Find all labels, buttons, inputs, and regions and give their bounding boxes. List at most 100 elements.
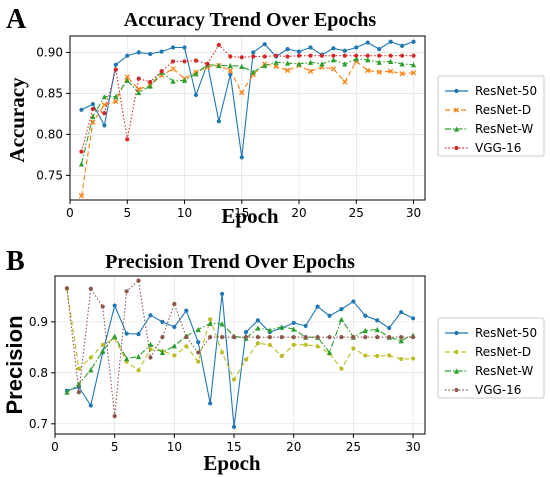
accuracy-x-tick-label: 10	[177, 206, 192, 220]
accuracy-data-point	[273, 59, 279, 65]
precision-data-point	[375, 318, 380, 323]
precision-data-point	[315, 304, 320, 309]
accuracy-data-point	[410, 70, 417, 76]
accuracy-data-point	[399, 71, 405, 77]
accuracy-data-point	[193, 58, 199, 63]
accuracy-data-point	[308, 53, 313, 58]
precision-data-point	[291, 326, 297, 332]
accuracy-data-point	[262, 54, 267, 59]
precision-x-tick-label: 25	[346, 440, 361, 454]
precision-data-point	[351, 299, 356, 304]
precision-data-point	[88, 355, 93, 360]
precision-data-point	[303, 323, 308, 329]
accuracy-data-point	[90, 113, 96, 119]
precision-data-point	[279, 353, 284, 359]
accuracy-x-tick-label: 15	[234, 206, 249, 220]
panel-letter-b: B	[6, 246, 25, 277]
accuracy-data-point	[251, 50, 256, 55]
panel-a-accuracy-chart: A Accuracy Trend Over Epochs 0 5 10 15 20 25 3…	[5, 4, 545, 228]
accuracy-data-point	[79, 107, 84, 112]
precision-data-point	[112, 333, 118, 339]
accuracy-data-point	[125, 137, 130, 142]
precision-x-tick-label: 15	[226, 440, 241, 454]
precision-data-point	[267, 327, 273, 333]
precision-data-point	[219, 321, 225, 327]
precision-data-point	[387, 353, 392, 358]
accuracy-data-point	[125, 53, 130, 58]
accuracy-data-point	[136, 76, 141, 81]
accuracy-data-point	[239, 155, 244, 160]
accuracy-data-point	[296, 61, 302, 67]
precision-data-point	[219, 291, 225, 296]
precision-legend-label: VGG-16	[475, 383, 521, 397]
accuracy-data-point	[330, 57, 336, 63]
accuracy-data-point	[331, 46, 336, 51]
precision-data-point	[124, 331, 129, 336]
precision-data-point	[171, 343, 177, 349]
precision-data-point	[363, 313, 368, 318]
precision-data-point	[160, 319, 165, 324]
accuracy-data-point	[411, 53, 416, 58]
accuracy-data-point	[239, 55, 244, 60]
accuracy-data-point	[239, 89, 245, 96]
accuracy-data-point	[251, 54, 256, 59]
precision-data-point	[399, 335, 404, 340]
accuracy-series-line	[80, 60, 414, 196]
precision-legend-item: ResNet-D	[445, 345, 531, 359]
accuracy-x-tick-label: 20	[291, 206, 306, 220]
precision-x-tick-label: 10	[167, 440, 182, 454]
accuracy-data-point	[113, 94, 119, 100]
precision-data-point	[196, 350, 201, 355]
precision-data-point	[410, 356, 416, 361]
accuracy-data-point	[250, 69, 256, 75]
precision-data-point	[326, 349, 333, 356]
precision-legend: ResNet-50 ResNet-D ResNet-W VGG-16	[437, 317, 545, 399]
precision-data-point	[195, 326, 201, 333]
accuracy-data-point	[285, 54, 290, 59]
precision-data-point	[64, 286, 70, 291]
precision-data-point	[184, 335, 189, 340]
precision-y-tick-label: 0.9	[29, 315, 48, 329]
precision-series-line	[66, 288, 414, 381]
precision-plot-frame	[54, 275, 426, 435]
accuracy-data-point	[387, 68, 394, 74]
precision-data-point	[88, 367, 94, 373]
accuracy-data-point	[227, 67, 233, 74]
accuracy-data-point	[182, 59, 187, 64]
precision-series-resnet-50	[64, 291, 416, 429]
accuracy-data-point	[227, 62, 233, 69]
precision-data-point	[196, 359, 201, 364]
accuracy-data-point	[307, 68, 314, 74]
precision-legend-marker	[454, 349, 459, 355]
precision-data-point	[387, 335, 392, 340]
accuracy-data-point	[102, 110, 107, 116]
precision-data-point	[208, 335, 213, 340]
accuracy-data-point	[170, 78, 176, 84]
precision-data-point	[100, 348, 106, 354]
accuracy-series-line	[81, 41, 414, 158]
accuracy-data-point	[296, 53, 302, 58]
precision-data-point	[339, 307, 344, 312]
precision-data-point	[184, 344, 189, 349]
accuracy-series-line	[80, 44, 414, 152]
precision-x-axis-label: Epoch	[203, 451, 261, 475]
precision-data-point	[267, 335, 272, 340]
precision-legend-item: ResNet-50	[445, 326, 537, 340]
precision-data-point	[159, 349, 166, 356]
precision-data-point	[410, 316, 416, 321]
precision-data-point	[279, 324, 285, 330]
precision-series-line	[66, 279, 414, 417]
accuracy-data-point	[342, 61, 348, 67]
precision-data-point	[136, 368, 141, 373]
accuracy-data-point	[90, 101, 96, 107]
panel-letter-a: A	[6, 4, 27, 35]
accuracy-data-point	[124, 77, 130, 83]
precision-data-point	[100, 304, 105, 309]
accuracy-data-point	[101, 94, 107, 100]
precision-y-tick-label: 0.8	[29, 366, 48, 380]
accuracy-y-axis-label: Accuracy	[5, 77, 29, 163]
accuracy-legend-label: VGG-16	[475, 141, 521, 155]
precision-data-point	[351, 335, 356, 340]
accuracy-data-point	[411, 39, 416, 44]
precision-data-point	[172, 301, 177, 307]
